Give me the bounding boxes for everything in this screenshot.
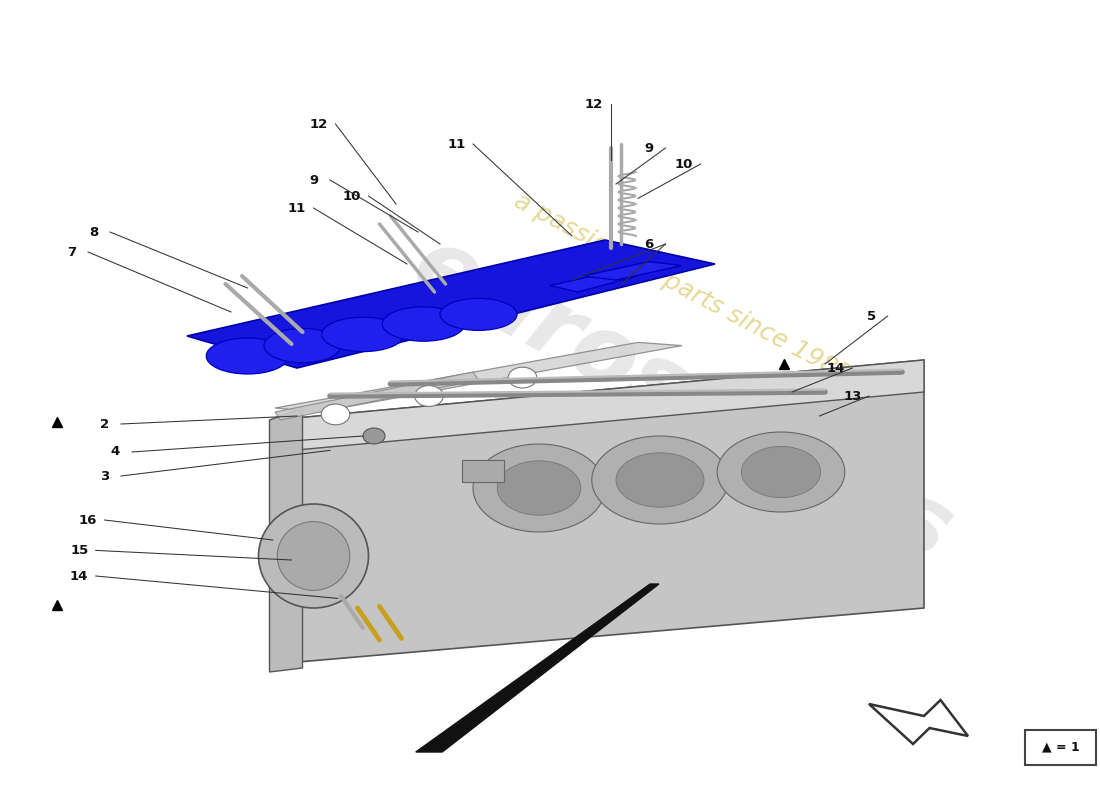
Circle shape [508, 367, 537, 388]
Ellipse shape [440, 298, 517, 330]
Text: eurospares: eurospares [397, 219, 967, 581]
Text: 8: 8 [89, 226, 98, 238]
Polygon shape [270, 408, 302, 672]
Text: 10: 10 [675, 158, 693, 170]
Text: ▲ = 1: ▲ = 1 [1042, 741, 1079, 754]
Text: 16: 16 [79, 514, 97, 526]
Ellipse shape [264, 328, 341, 362]
Polygon shape [869, 700, 968, 744]
Circle shape [363, 428, 385, 444]
Text: 3: 3 [100, 470, 109, 482]
Text: 12: 12 [310, 118, 328, 130]
Ellipse shape [616, 453, 704, 507]
Polygon shape [187, 240, 715, 368]
Polygon shape [416, 584, 659, 752]
Polygon shape [275, 360, 924, 664]
Text: 9: 9 [309, 174, 318, 186]
Text: a passion for parts since 1985: a passion for parts since 1985 [509, 189, 855, 387]
Ellipse shape [592, 436, 728, 524]
Text: 11: 11 [448, 138, 465, 150]
Polygon shape [275, 372, 478, 420]
Text: 14: 14 [827, 362, 845, 374]
Text: 7: 7 [67, 246, 76, 258]
Ellipse shape [497, 461, 581, 515]
Ellipse shape [321, 317, 405, 351]
Text: 5: 5 [867, 310, 876, 322]
Circle shape [415, 386, 443, 406]
FancyBboxPatch shape [1025, 730, 1096, 765]
Ellipse shape [207, 338, 288, 374]
Polygon shape [583, 262, 682, 280]
Bar [462, 460, 504, 482]
Ellipse shape [473, 444, 605, 532]
Polygon shape [275, 342, 682, 412]
Text: 11: 11 [288, 202, 306, 214]
Ellipse shape [741, 446, 821, 498]
Text: 14: 14 [70, 570, 88, 582]
Text: 2: 2 [100, 418, 109, 430]
Polygon shape [550, 272, 638, 292]
Text: 15: 15 [70, 544, 88, 557]
Text: 12: 12 [585, 98, 603, 110]
Text: 10: 10 [343, 190, 361, 202]
Text: 13: 13 [844, 390, 861, 402]
Ellipse shape [277, 522, 350, 590]
Ellipse shape [383, 306, 464, 341]
Text: 9: 9 [645, 142, 653, 154]
Polygon shape [275, 360, 924, 452]
Ellipse shape [717, 432, 845, 512]
Ellipse shape [258, 504, 369, 608]
Circle shape [321, 404, 350, 425]
Text: 4: 4 [111, 446, 120, 458]
Text: 6: 6 [645, 238, 653, 250]
